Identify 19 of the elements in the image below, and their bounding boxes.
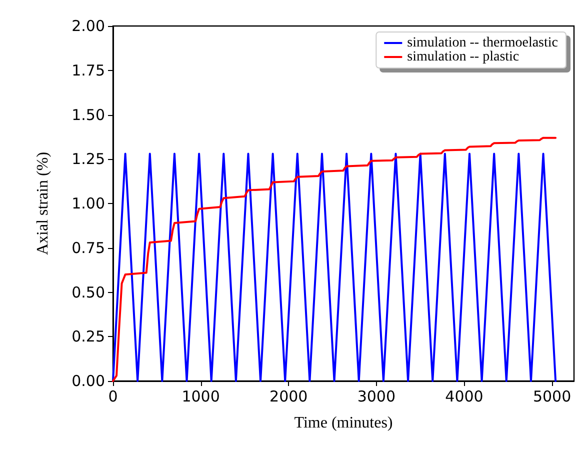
y-tick-label: 1.00 — [72, 194, 105, 212]
y-tick-label: 0.25 — [72, 328, 105, 346]
y-tick-label: 1.75 — [72, 61, 105, 80]
legend-label: simulation -- thermoelastic — [407, 36, 558, 50]
y-tick-label: 0.75 — [72, 238, 105, 257]
y-tick-label: 2.00 — [72, 17, 105, 35]
x-tick-label: 1000 — [182, 388, 220, 406]
x-axis-title: Time (minutes) — [294, 414, 393, 432]
x-tick-label: 3000 — [357, 388, 396, 406]
y-tick-label: 0.50 — [72, 283, 105, 302]
legend-label: simulation -- plastic — [407, 50, 520, 64]
y-axis-title: Axial strain (%) — [34, 152, 52, 256]
x-tick-label: 0 — [108, 388, 118, 406]
y-tick-label: 1.50 — [72, 106, 105, 124]
y-tick-label: 1.25 — [72, 150, 105, 168]
y-tick-label: 0.00 — [72, 372, 105, 390]
x-tick-label: 5000 — [532, 388, 572, 406]
x-tick-label: 4000 — [445, 388, 484, 406]
x-tick-label: 2000 — [270, 388, 308, 406]
